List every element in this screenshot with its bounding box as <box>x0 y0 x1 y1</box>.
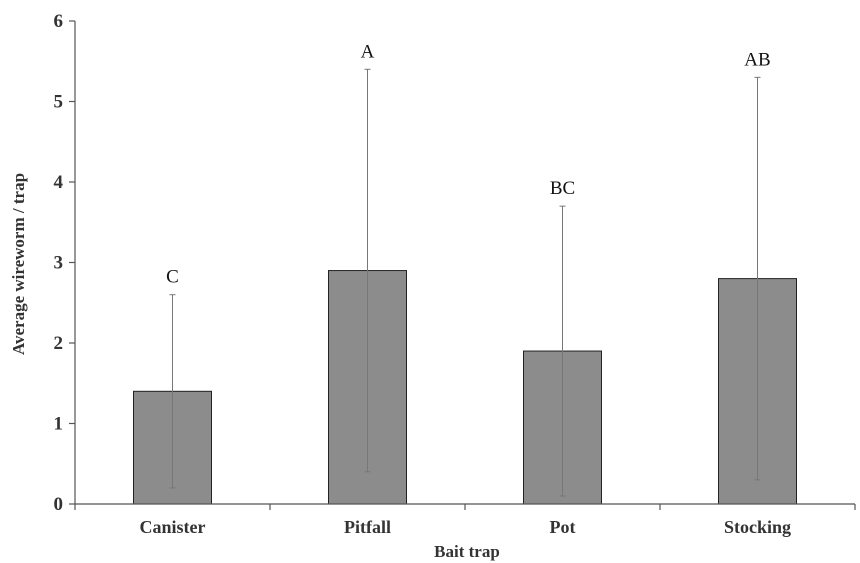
y-tick-label: 5 <box>54 92 64 113</box>
significance-label-canister: C <box>166 267 179 288</box>
x-axis-title: Bait trap <box>434 542 500 561</box>
axes-layer <box>69 20 856 510</box>
significance-label-stocking: AB <box>744 49 770 70</box>
x-tick-label-pitfall: Pitfall <box>344 517 391 537</box>
y-tick-label: 1 <box>54 414 64 435</box>
significance-label-pitfall: A <box>361 41 375 62</box>
y-tick-label: 6 <box>54 11 64 32</box>
y-tick-label: 3 <box>54 253 64 274</box>
y-tick-label: 0 <box>54 494 64 515</box>
x-tick-label-pot: Pot <box>550 517 576 537</box>
error-bars-layer <box>169 68 761 497</box>
significance-label-pot: BC <box>550 178 575 199</box>
bars-layer <box>133 270 797 505</box>
y-axis-title: Average wireworm / trap <box>9 173 28 355</box>
x-tick-label-stocking: Stocking <box>724 517 791 537</box>
y-tick-label: 2 <box>54 333 64 354</box>
y-tick-label: 4 <box>54 172 64 193</box>
labels-layer: C Canister A Pitfall BC Pot AB Stocking 0 1 2 3 4 5 6 <box>54 11 792 537</box>
x-tick-label-canister: Canister <box>140 517 206 537</box>
